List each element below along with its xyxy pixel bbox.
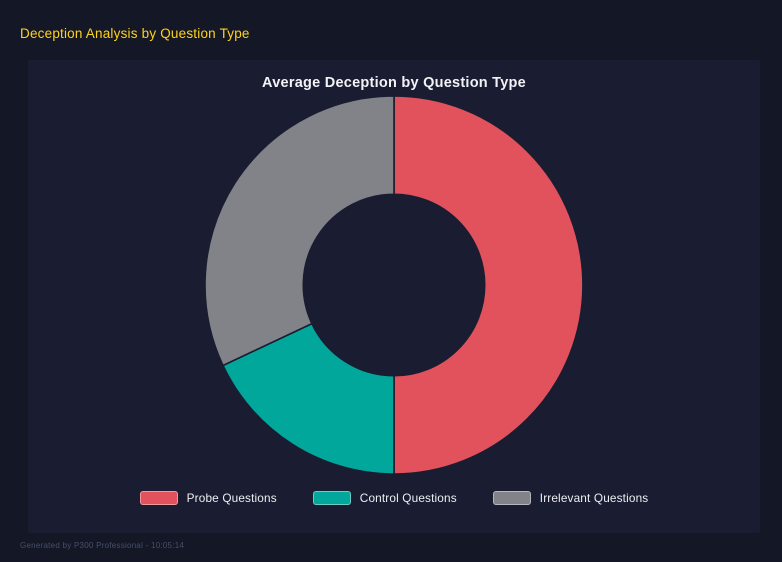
legend-label: Control Questions (359, 491, 457, 505)
report-header: Deception Analysis by Question Type (0, 0, 782, 60)
legend-item[interactable]: Irrelevant Questions (492, 491, 649, 505)
legend-label: Probe Questions (186, 491, 277, 505)
chart-panel: Average Deception by Question Type Probe… (28, 60, 760, 533)
donut-slice[interactable] (393, 95, 584, 475)
legend-item[interactable]: Probe Questions (139, 491, 277, 505)
legend-swatch (312, 491, 351, 505)
legend-swatch (139, 491, 178, 505)
legend-item[interactable]: Control Questions (312, 491, 457, 505)
legend-swatch (492, 491, 531, 505)
donut-chart (28, 90, 760, 480)
donut-slice-group (204, 95, 584, 475)
donut-slice[interactable] (204, 95, 395, 367)
page-title: Deception Analysis by Question Type (20, 26, 250, 41)
donut-slice[interactable] (221, 322, 395, 475)
report-footer: Generated by P300 Professional - 10:05:1… (20, 541, 185, 550)
donut-chart-svg (204, 95, 584, 475)
chart-legend: Probe Questions Control Questions Irreleva… (28, 491, 760, 505)
chart-title: Average Deception by Question Type (262, 75, 526, 91)
legend-label: Irrelevant Questions (539, 491, 649, 505)
